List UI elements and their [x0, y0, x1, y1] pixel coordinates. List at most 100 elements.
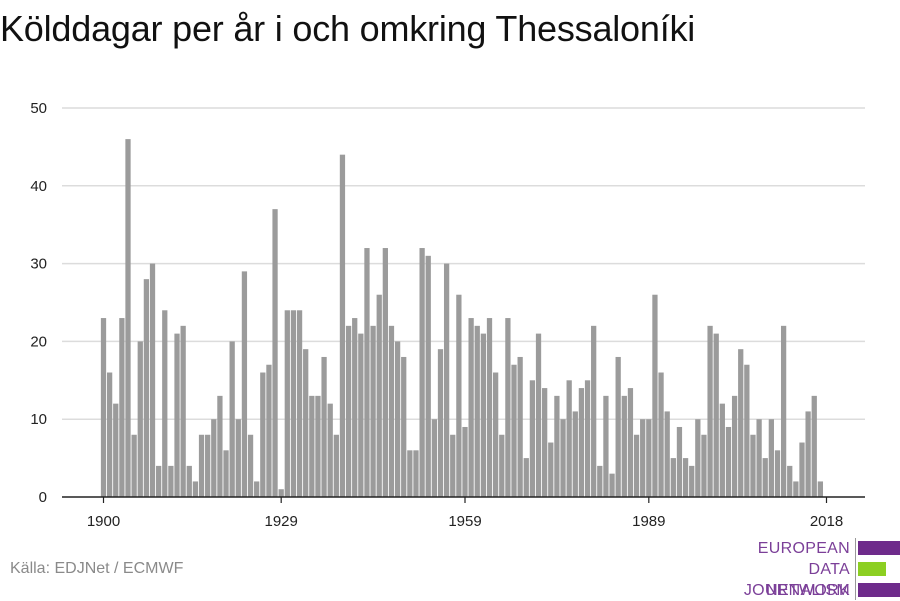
bar-1944	[370, 325, 376, 497]
bar-1979	[584, 380, 591, 497]
bar-1993	[670, 458, 676, 497]
bar-2009	[768, 419, 774, 497]
bar-1995	[682, 458, 689, 497]
bar-1947	[388, 325, 395, 497]
bar-1974	[554, 395, 560, 497]
bar-chart: 0 10 20 30 40 50 1900 1929 1959 1989 2018	[30, 100, 865, 530]
bar-1935	[315, 395, 321, 497]
bar-1965	[499, 434, 505, 497]
bar-1961	[474, 325, 480, 497]
bar-2013	[793, 481, 799, 497]
bar-1937	[327, 403, 333, 497]
bar-2001	[719, 403, 725, 497]
logo-bar-green	[858, 562, 886, 576]
bar-1955	[437, 349, 444, 497]
bar-1946	[382, 248, 388, 497]
logo-bar-purple-top	[858, 541, 900, 555]
bar-1931	[290, 310, 297, 497]
x-tick-label: 2018	[810, 513, 843, 530]
bar-1920	[223, 450, 229, 497]
bar-1949	[401, 356, 407, 497]
bar-1950	[407, 450, 413, 497]
bar-1941	[352, 318, 358, 497]
bar-1921	[229, 341, 235, 497]
bar-2011	[780, 325, 787, 497]
bar-1966	[505, 318, 511, 497]
bar-2002	[725, 426, 732, 497]
y-tick-label: 30	[30, 256, 47, 273]
bar-1984	[615, 356, 621, 497]
bar-1904	[125, 139, 131, 497]
x-tick-label: 1989	[632, 513, 665, 530]
y-tick-label: 0	[39, 489, 47, 506]
x-axis-ticks: 1900 1929 1959 1989 2018	[87, 497, 843, 530]
bar-1928	[272, 209, 278, 497]
bar-1942	[358, 333, 364, 497]
bar-1976	[566, 380, 572, 497]
bar-1958	[456, 294, 462, 497]
bar-1963	[486, 318, 493, 497]
bar-1975	[560, 419, 566, 497]
bar-1932	[296, 310, 303, 497]
bar-1985	[621, 395, 627, 497]
bar-1943	[364, 248, 370, 497]
bar-1986	[627, 388, 634, 497]
bar-1992	[664, 411, 670, 497]
bar-1922	[235, 419, 241, 497]
y-tick-label: 20	[30, 333, 47, 350]
bar-1987	[633, 434, 640, 497]
bar-1972	[542, 388, 548, 497]
bar-2016	[811, 395, 817, 497]
bar-1918	[211, 419, 217, 497]
bar-2003	[731, 395, 738, 497]
bar-1919	[217, 395, 223, 497]
bar-2012	[787, 465, 793, 497]
bar-2014	[799, 442, 805, 497]
bar-1996	[689, 465, 695, 497]
bar-1917	[205, 434, 211, 497]
bar-1973	[548, 442, 554, 497]
bar-1926	[260, 372, 266, 497]
bar-2005	[744, 364, 750, 497]
logo-separator	[855, 538, 856, 600]
bar-1930	[284, 310, 290, 497]
source-label: Källa: EDJNet / ECMWF	[10, 560, 184, 577]
bar-2006	[750, 434, 756, 497]
logo-bar-purple-bottom	[858, 583, 900, 597]
bar-1903	[119, 318, 125, 497]
bar-1967	[511, 364, 517, 497]
y-tick-label: 10	[30, 411, 47, 428]
bar-1969	[523, 458, 529, 497]
bar-1960	[468, 318, 474, 497]
bar-1964	[493, 372, 499, 497]
bar-1977	[572, 411, 578, 497]
bar-1970	[529, 380, 536, 497]
bar-1998	[701, 434, 707, 497]
bar-1981	[597, 465, 603, 497]
bar-1907	[143, 279, 150, 497]
bar-1915	[192, 481, 199, 497]
bar-1978	[578, 388, 585, 497]
y-tick-label: 40	[30, 178, 47, 195]
bar-1900	[100, 318, 107, 497]
bar-2008	[762, 458, 768, 497]
bar-1988	[640, 419, 646, 497]
bar-1952	[419, 248, 425, 497]
edjnet-logo: EUROPEAN DATA JOURNALISM NETWORK	[700, 538, 900, 600]
bar-2015	[805, 411, 811, 497]
bar-1997	[695, 419, 701, 497]
bar-2000	[713, 333, 719, 497]
bar-1924	[247, 434, 254, 497]
logo-line-3: NETWORK	[766, 582, 850, 599]
bar-2007	[756, 419, 762, 497]
bar-1923	[241, 271, 248, 497]
bar-1954	[431, 419, 437, 497]
x-tick-label: 1959	[448, 513, 481, 530]
bar-1971	[535, 333, 542, 497]
bar-1906	[137, 341, 143, 497]
bar-1994	[676, 426, 683, 497]
bar-1956	[443, 263, 450, 497]
bar-1962	[480, 333, 487, 497]
bar-1983	[609, 473, 615, 497]
bar-1933	[303, 349, 309, 497]
